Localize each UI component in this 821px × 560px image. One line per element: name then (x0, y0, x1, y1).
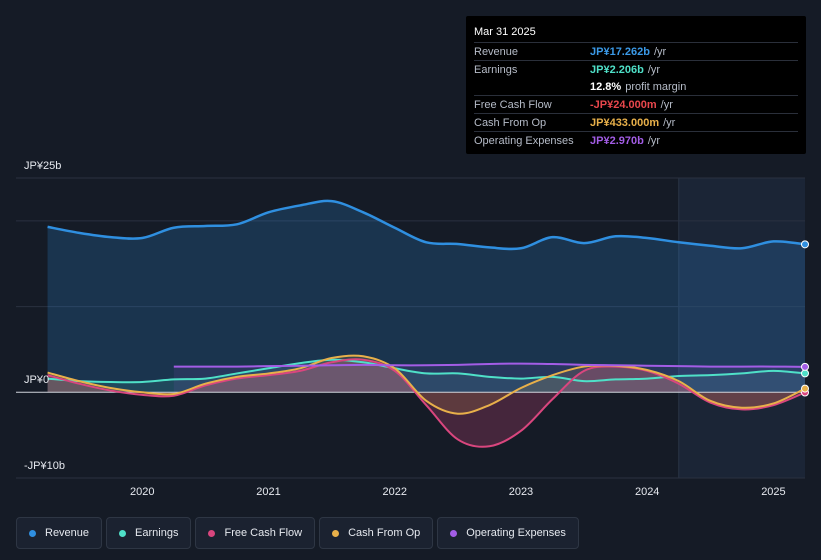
legend-item-free-cash-flow[interactable]: Free Cash Flow (195, 517, 316, 549)
tooltip-row-label: Revenue (474, 45, 519, 58)
tooltip-row-value: JP¥433.000m (590, 116, 660, 129)
tooltip-row: Free Cash Flow -JP¥24.000m/yr (474, 95, 798, 113)
endpoint-revenue (801, 240, 809, 249)
x-tick-label: 2021 (256, 486, 280, 498)
tooltip-row: Revenue JP¥17.262b/yr (474, 42, 798, 60)
tooltip-row-label: Earnings (474, 63, 518, 76)
tooltip-row-value: -JP¥24.000m (590, 98, 657, 111)
data-tooltip: Mar 31 2025 Revenue JP¥17.262b/yr Earnings… (466, 16, 806, 154)
endpoint-operating-expenses (801, 362, 809, 371)
tooltip-row-value: JP¥2.206b (590, 63, 644, 76)
forecast-region (678, 178, 805, 478)
tooltip-row-label: Free Cash Flow (474, 98, 552, 111)
legend-dot-icon (119, 529, 127, 537)
x-tick-label: 2023 (509, 486, 533, 498)
tooltip-row: 12.8% profit margin (474, 78, 798, 95)
tooltip-row-value: JP¥2.970b (590, 134, 644, 147)
x-tick-label: 2020 (130, 486, 154, 498)
legend-label: Revenue (45, 527, 90, 539)
area-revenue (47, 200, 806, 393)
legend-item-revenue[interactable]: Revenue (16, 517, 103, 549)
area-earnings (47, 359, 806, 393)
legend-dot-icon (450, 529, 458, 537)
tooltip-row-label: Operating Expenses (474, 134, 574, 147)
tooltip-row-suffix: profit margin (625, 80, 687, 93)
legend-dot-icon (208, 529, 216, 537)
tooltip-row-value: 12.8% (590, 80, 622, 93)
tooltip-row: Earnings JP¥2.206b/yr (474, 60, 798, 78)
legend-label: Operating Expenses (466, 527, 566, 539)
tooltip-row-suffix: /yr (647, 63, 661, 76)
endpoint-cash-from-op (801, 384, 809, 393)
line-cash-from-op (47, 354, 806, 415)
legend-item-earnings[interactable]: Earnings (106, 517, 192, 549)
line-revenue (47, 199, 806, 251)
tooltip-row-suffix: /yr (647, 134, 661, 147)
legend-label: Cash From Op (348, 527, 421, 539)
tooltip-row-value: JP¥17.262b (590, 45, 650, 58)
tooltip-row-suffix: /yr (653, 45, 667, 58)
legend-item-operating-expenses[interactable]: Operating Expenses (437, 517, 579, 549)
x-tick-label: 2022 (382, 486, 406, 498)
legend-label: Free Cash Flow (224, 527, 303, 539)
line-free-cash-flow (47, 358, 806, 448)
legend-dot-icon (29, 529, 36, 537)
tooltip-row: Operating Expenses JP¥2.970b/yr (474, 131, 798, 149)
area-free-cash-flow (47, 359, 806, 447)
y-tick-label-bottom: -JP¥10b (24, 460, 65, 472)
legend-label: Earnings (135, 527, 179, 539)
y-tick-label-top: JP¥25b (24, 160, 62, 172)
tooltip-row-suffix: /yr (660, 98, 673, 111)
line-operating-expenses (173, 362, 806, 368)
tooltip-row-suffix: /yr (663, 116, 676, 129)
line-earnings (47, 358, 806, 384)
endpoint-earnings (801, 369, 809, 378)
y-tick-label-zero: JP¥0 (24, 374, 50, 386)
tooltip-row: Cash From Op JP¥433.000m/yr (474, 113, 798, 131)
area-cash-from-op (47, 355, 806, 414)
x-tick-label: 2025 (761, 486, 785, 498)
legend-dot-icon (332, 529, 340, 537)
chart-legend: Revenue Earnings Free Cash Flow Cash From O… (16, 517, 579, 549)
x-tick-label: 2024 (635, 486, 659, 498)
tooltip-date: Mar 31 2025 (474, 26, 536, 38)
tooltip-row-label: Cash From Op (474, 116, 547, 129)
legend-item-cash-from-op[interactable]: Cash From Op (319, 517, 434, 549)
